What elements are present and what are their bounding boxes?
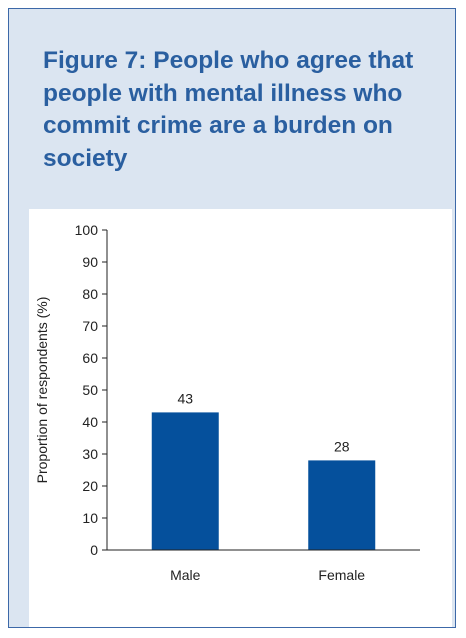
bar bbox=[151, 412, 219, 550]
y-tick-label: 40 bbox=[82, 414, 98, 430]
bars-group: 43 28 bbox=[151, 390, 376, 550]
y-tick-label: 60 bbox=[82, 350, 98, 366]
y-axis-ticks: 0 10 20 30 40 50 60 70 80 90 100 bbox=[75, 222, 107, 558]
figure-panel: Figure 7: People who agree that people w… bbox=[8, 8, 456, 628]
x-category-label: Female bbox=[318, 567, 365, 583]
y-tick-label: 20 bbox=[82, 478, 98, 494]
x-axis-labels: Male Female bbox=[170, 567, 365, 583]
y-tick-label: 90 bbox=[82, 254, 98, 270]
data-label: 28 bbox=[334, 438, 350, 454]
y-tick-label: 50 bbox=[82, 382, 98, 398]
x-category-label: Male bbox=[170, 567, 201, 583]
y-tick-label: 70 bbox=[82, 318, 98, 334]
y-tick-label: 10 bbox=[82, 510, 98, 526]
y-tick-label: 0 bbox=[90, 542, 98, 558]
data-label: 43 bbox=[177, 390, 193, 406]
chart-area bbox=[29, 209, 452, 627]
y-tick-label: 30 bbox=[82, 446, 98, 462]
y-axis-label: Proportion of respondents (%) bbox=[34, 297, 50, 484]
y-tick-label: 100 bbox=[75, 222, 99, 238]
bar bbox=[308, 460, 376, 550]
figure-title: Figure 7: People who agree that people w… bbox=[43, 47, 414, 172]
y-tick-label: 80 bbox=[82, 286, 98, 302]
